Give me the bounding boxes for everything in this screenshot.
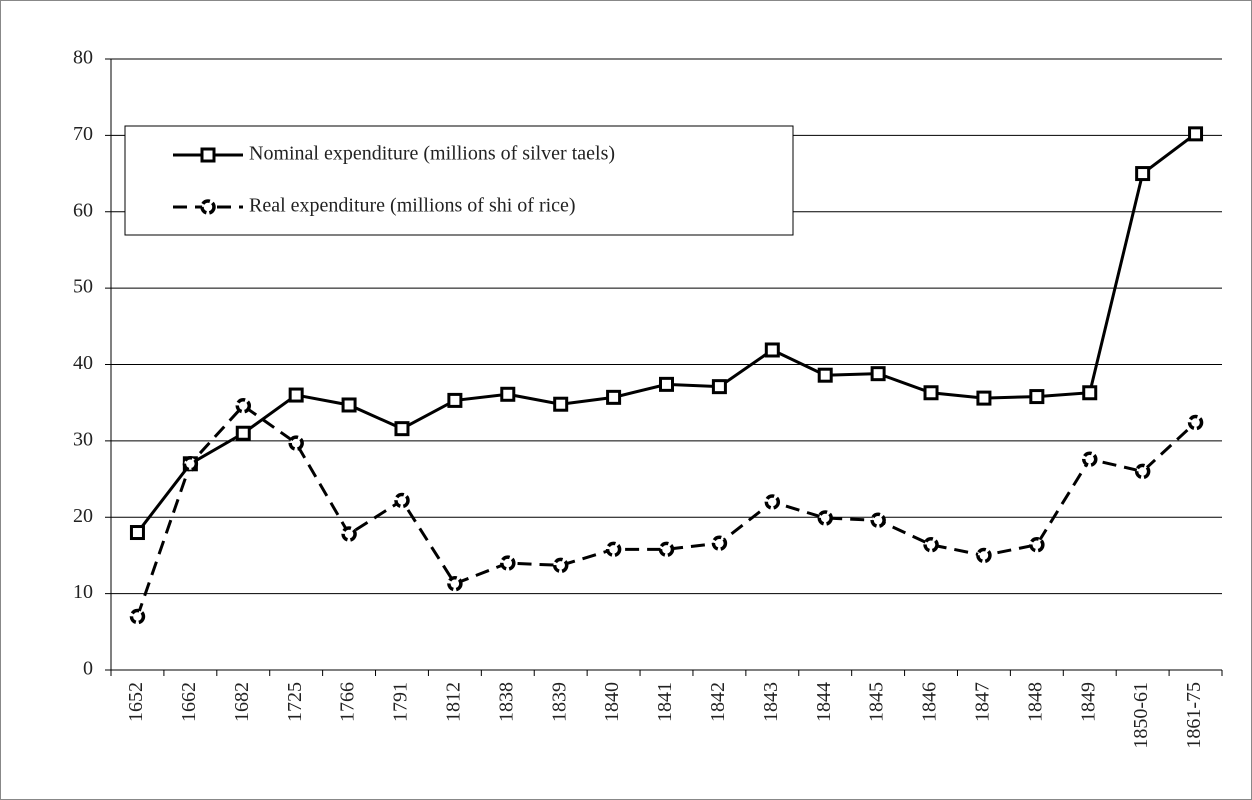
marker bbox=[341, 526, 357, 542]
x-tick-label: 1846 bbox=[919, 682, 941, 722]
marker bbox=[553, 396, 569, 412]
marker bbox=[341, 397, 357, 413]
marker bbox=[659, 376, 674, 392]
marker bbox=[447, 392, 463, 408]
y-tick-label: 20 bbox=[73, 505, 93, 527]
y-tick-label: 30 bbox=[73, 428, 93, 450]
marker bbox=[1135, 166, 1151, 182]
marker bbox=[870, 366, 886, 382]
x-tick-label: 1861-75 bbox=[1183, 682, 1205, 749]
x-tick-label: 1843 bbox=[760, 682, 782, 722]
marker bbox=[129, 525, 145, 541]
marker bbox=[129, 608, 146, 625]
marker bbox=[235, 397, 252, 414]
marker bbox=[1029, 536, 1045, 553]
legend-box bbox=[124, 125, 794, 236]
marker bbox=[1187, 414, 1204, 431]
y-tick-label: 40 bbox=[73, 352, 93, 374]
x-tick-label: 1652 bbox=[125, 682, 147, 722]
marker bbox=[976, 390, 992, 406]
y-tick-label: 70 bbox=[73, 123, 93, 145]
x-tick-label: 1850-61 bbox=[1130, 682, 1152, 749]
x-tick-label: 1844 bbox=[813, 682, 835, 722]
marker bbox=[817, 510, 833, 526]
x-tick-label: 1847 bbox=[972, 682, 994, 722]
marker bbox=[447, 575, 463, 592]
x-tick-label: 1791 bbox=[390, 682, 412, 722]
marker bbox=[394, 492, 410, 509]
marker bbox=[500, 555, 516, 571]
marker bbox=[817, 367, 833, 383]
marker bbox=[711, 535, 728, 551]
x-tick-label: 1725 bbox=[284, 682, 306, 722]
marker bbox=[870, 512, 886, 529]
y-tick-label: 80 bbox=[73, 47, 93, 69]
marker bbox=[1029, 389, 1045, 405]
marker bbox=[976, 547, 992, 564]
x-tick-label: 1840 bbox=[601, 682, 623, 722]
x-tick-label: 1682 bbox=[231, 682, 253, 722]
marker bbox=[182, 456, 199, 472]
marker bbox=[288, 435, 304, 451]
x-tick-label: 1766 bbox=[337, 682, 359, 722]
marker bbox=[605, 541, 622, 558]
marker bbox=[764, 342, 780, 358]
marker bbox=[1082, 385, 1098, 401]
x-tick-label: 1812 bbox=[442, 682, 464, 722]
legend-label: Nominal expenditure (millions of silver … bbox=[249, 143, 615, 165]
y-tick-label: 0 bbox=[83, 658, 93, 680]
y-tick-label: 60 bbox=[73, 199, 93, 221]
marker bbox=[200, 199, 216, 215]
x-tick-label: 1838 bbox=[495, 682, 517, 722]
marker bbox=[764, 494, 781, 510]
marker bbox=[394, 421, 410, 437]
marker bbox=[200, 147, 216, 163]
x-tick-label: 1849 bbox=[1077, 682, 1099, 722]
marker bbox=[500, 386, 516, 402]
marker bbox=[711, 379, 727, 395]
marker bbox=[923, 536, 939, 553]
x-tick-label: 1848 bbox=[1024, 682, 1046, 722]
x-tick-label: 1839 bbox=[548, 682, 570, 722]
x-tick-label: 1845 bbox=[866, 682, 888, 722]
y-tick-label: 50 bbox=[73, 276, 93, 298]
marker bbox=[288, 387, 304, 403]
x-tick-label: 1842 bbox=[707, 682, 729, 722]
marker bbox=[658, 541, 675, 558]
marker bbox=[1188, 126, 1204, 142]
marker bbox=[235, 425, 251, 441]
marker bbox=[923, 385, 939, 401]
marker bbox=[1134, 463, 1151, 480]
x-tick-label: 1841 bbox=[654, 682, 676, 722]
marker bbox=[1081, 451, 1098, 467]
legend-label: Real expenditure (millions of shi of ric… bbox=[249, 195, 576, 217]
series-line bbox=[136, 403, 1197, 618]
marker bbox=[606, 389, 622, 405]
marker bbox=[552, 557, 569, 574]
x-tick-label: 1662 bbox=[178, 682, 200, 722]
y-tick-label: 10 bbox=[73, 581, 93, 603]
